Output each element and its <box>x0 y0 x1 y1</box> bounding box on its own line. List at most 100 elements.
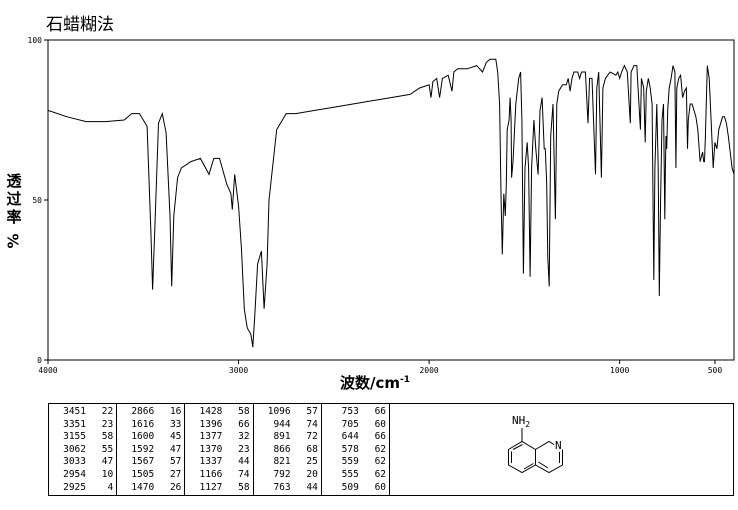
x-tick-label: 1000 <box>610 366 629 375</box>
peak-transmittance: 58 <box>238 406 250 417</box>
peak-transmittance: 57 <box>306 406 318 417</box>
x-tick-label: 4000 <box>38 366 57 375</box>
y-tick-label: 0 <box>37 356 42 365</box>
peak-row: 1600 45 <box>120 431 181 444</box>
peak-wavenumber: 753 <box>341 406 359 417</box>
peak-row: 753 66 <box>325 406 386 419</box>
x-axis-label: 波数/cm-1 <box>340 372 410 393</box>
x-ticks: 4000 3000 2000 1000 500 <box>38 360 722 375</box>
peak-column: 1096 57 944 74 891 72 866 68 821 25 792 20 763 44 <box>254 404 322 495</box>
peak-row: 891 72 <box>257 431 317 444</box>
peak-wavenumber: 1592 <box>131 443 155 455</box>
pyridine-ring <box>535 449 563 474</box>
peak-wavenumber: 1428 <box>199 406 223 417</box>
y-axis-label-char: 透 <box>6 172 22 190</box>
peak-wavenumber: 3155 <box>63 431 86 443</box>
peak-transmittance: 47 <box>101 456 114 468</box>
pyridine-ring <box>535 440 555 450</box>
peak-row: 1616 33 <box>120 419 181 432</box>
peak-transmittance: 60 <box>374 481 387 493</box>
peak-row: 1396 66 <box>188 419 250 432</box>
peak-transmittance: 74 <box>238 468 250 480</box>
peak-row: 1470 26 <box>120 482 181 495</box>
peak-row: 644 66 <box>325 431 386 444</box>
peak-wavenumber: 891 <box>273 431 291 443</box>
peak-transmittance: 33 <box>169 418 182 430</box>
peak-column: 2866 16 1616 33 1600 45 1592 47 1567 57 1505 27 1470… <box>117 404 186 495</box>
peak-transmittance: 23 <box>101 418 114 430</box>
x-tick-label: 2000 <box>419 366 438 375</box>
peak-row: 866 68 <box>257 443 318 457</box>
peak-row: 578 62 <box>325 444 386 457</box>
ring-double-bond <box>538 461 549 469</box>
peak-row: 705 60 <box>325 419 386 432</box>
peak-wavenumber: 821 <box>273 456 291 468</box>
spectrum-line <box>47 58 735 348</box>
peak-row: 2954 10 <box>52 469 113 482</box>
peak-column: 1428 58 1396 66 1377 32 1370 23 1337 44 1166 74 1127… <box>185 404 254 495</box>
peak-column: 753 66 705 60 644 66 578 62 559 62 555 62 509 60 <box>322 404 389 495</box>
peak-transmittance: 44 <box>306 481 318 493</box>
peak-transmittance: 60 <box>374 418 387 430</box>
peak-transmittance: 32 <box>238 431 250 443</box>
peak-wavenumber: 3351 <box>63 418 86 430</box>
peak-table: 3451 22 3351 23 3155 58 3062 55 3033 47 2954 10 2925… <box>48 403 390 496</box>
y-axis-label-char: 过 <box>6 190 22 208</box>
peak-row: 509 60 <box>325 482 386 495</box>
peak-transmittance: 62 <box>374 456 387 468</box>
peak-row: 763 44 <box>257 481 318 495</box>
peak-column: 3451 22 3351 23 3155 58 3062 55 3033 47 2954 10 2925… <box>49 404 118 495</box>
peak-row: 559 62 <box>325 456 386 469</box>
peak-row: 1567 57 <box>120 456 181 469</box>
peak-wavenumber: 559 <box>341 456 359 468</box>
peak-row: 1127 58 <box>188 481 250 495</box>
peak-wavenumber: 3033 <box>63 456 86 468</box>
peak-row: 2866 16 <box>120 406 181 419</box>
peak-wavenumber: 1505 <box>131 468 155 480</box>
peak-row: 1370 23 <box>188 443 250 457</box>
peak-transmittance: 66 <box>374 406 387 417</box>
peak-transmittance: 47 <box>169 443 182 455</box>
peak-transmittance: 74 <box>306 418 318 430</box>
y-tick-label: 50 <box>32 196 42 205</box>
peak-wavenumber: 866 <box>273 443 291 455</box>
peak-transmittance: 58 <box>238 481 250 493</box>
peak-wavenumber: 1096 <box>267 406 291 417</box>
peak-transmittance: 62 <box>374 443 387 455</box>
ring-nitrogen-label: N <box>555 439 562 452</box>
peak-transmittance: 44 <box>238 456 250 468</box>
peak-wavenumber: 1166 <box>199 468 223 480</box>
peak-wavenumber: 509 <box>341 481 359 493</box>
peak-row: 1428 58 <box>188 406 250 419</box>
peak-wavenumber: 1377 <box>199 431 223 443</box>
peak-wavenumber: 2866 <box>131 406 155 417</box>
peak-wavenumber: 1567 <box>131 456 155 468</box>
peak-transmittance: 27 <box>169 468 182 480</box>
peak-wavenumber: 1127 <box>199 481 223 493</box>
peak-row: 1096 57 <box>257 406 318 419</box>
peak-row: 3155 58 <box>52 431 113 444</box>
y-axis-label: 透过率 % <box>2 172 26 250</box>
amine-text: NH <box>512 414 525 427</box>
peak-row: 2925 4 <box>52 482 113 495</box>
peak-row: 1166 74 <box>188 468 250 482</box>
ring-double-bond <box>512 444 523 450</box>
peak-row: 1592 47 <box>120 444 181 457</box>
amine-subscript: 2 <box>525 420 530 429</box>
y-axis-label-char: 率 <box>6 208 22 226</box>
peak-transmittance: 55 <box>101 443 114 455</box>
peak-transmittance: 25 <box>306 456 318 468</box>
x-axis-label-main: 波数/cm <box>340 374 401 392</box>
peak-transmittance: 10 <box>101 468 114 480</box>
peak-transmittance: 68 <box>306 443 318 455</box>
peak-transmittance: 62 <box>374 468 387 480</box>
peak-wavenumber: 1337 <box>199 456 223 468</box>
peak-transmittance: 66 <box>374 431 387 443</box>
peak-row: 944 74 <box>257 418 318 432</box>
8-aminoquinoline-structure: NH2 N <box>508 414 563 474</box>
peak-row: 792 20 <box>257 469 317 482</box>
peak-wavenumber: 2954 <box>63 468 86 480</box>
peak-wavenumber: 1370 <box>199 443 223 455</box>
peak-transmittance: 22 <box>101 406 114 417</box>
peak-row: 3033 47 <box>52 456 113 469</box>
